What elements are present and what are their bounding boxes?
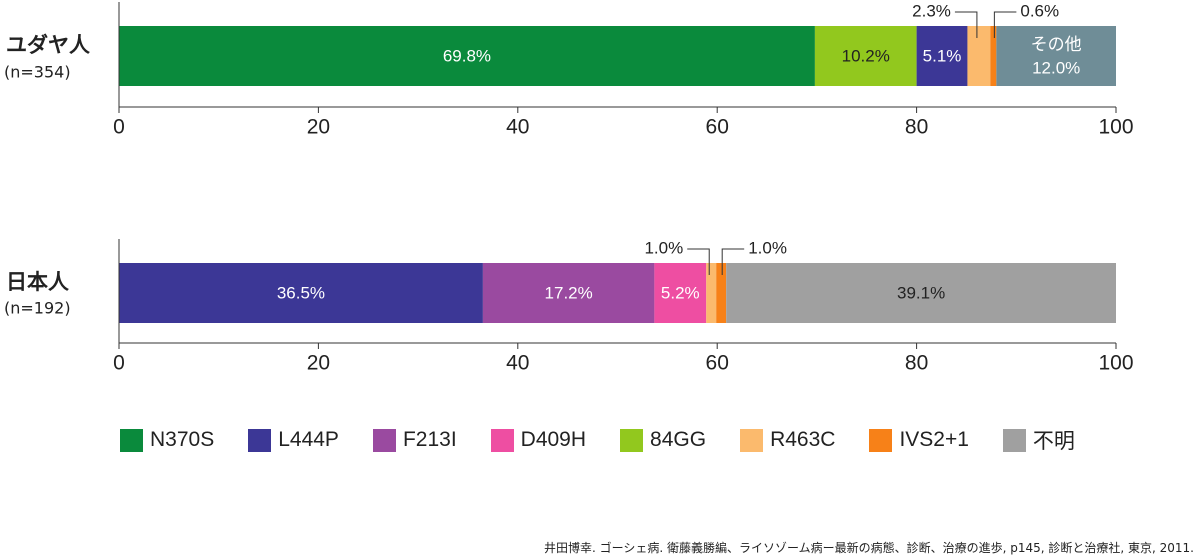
callout-leader xyxy=(687,248,710,275)
segment-label: 12.0% xyxy=(1032,58,1080,77)
x-tick-label: 20 xyxy=(307,116,330,139)
x-tick-label: 60 xyxy=(706,116,729,139)
callout-label: 2.3% xyxy=(912,1,951,20)
legend-item: 84GG xyxy=(620,425,706,455)
legend-label: 84GG xyxy=(650,428,707,451)
segment-label: 36.5% xyxy=(277,283,325,302)
legend-item: IVS2+1 xyxy=(869,425,969,455)
x-tick-label: 60 xyxy=(706,352,729,375)
legend-label: IVS2+1 xyxy=(899,428,969,451)
callout-leader xyxy=(954,11,978,38)
legend-swatch xyxy=(490,428,514,452)
segment-label: 10.2% xyxy=(842,46,890,65)
source-citation: 井田博幸. ゴーシェ病. 衛藤義勝編、ライソゾーム病ー最新の病態、診断、治療の進… xyxy=(543,541,1194,555)
segment-label: 5.2% xyxy=(661,283,700,302)
callout-leader xyxy=(721,248,745,275)
x-tick-label: 20 xyxy=(307,352,330,375)
segment-label: 5.1% xyxy=(923,46,962,65)
bar-segment-その他 xyxy=(996,26,1116,86)
bar-segment-L444P xyxy=(119,263,483,323)
bar-segment-F213I xyxy=(482,263,655,323)
bar-segment-R463C xyxy=(706,263,717,323)
bar-segment-R463C xyxy=(967,26,991,86)
legend-item: F213I xyxy=(372,425,457,455)
bar-segment-84GG xyxy=(814,26,917,86)
legend-item: R463C xyxy=(740,425,835,455)
legend-item: 不明 xyxy=(1002,425,1075,455)
bar-segment-D409H xyxy=(654,263,707,323)
callout-label: 1.0% xyxy=(748,238,787,257)
bar-segment-不明 xyxy=(726,263,1116,323)
callout-label: 0.6% xyxy=(1020,1,1059,20)
legend-swatch xyxy=(1002,428,1026,452)
bar-segment-L444P xyxy=(916,26,968,86)
category-label: 日本人 xyxy=(6,270,69,294)
category-n-label: (n=192) xyxy=(4,299,71,318)
legend-item: D409H xyxy=(490,425,587,455)
x-tick-label: 100 xyxy=(1098,352,1133,375)
segment-label: 69.8% xyxy=(443,46,491,65)
legend-label: 不明 xyxy=(1032,430,1075,453)
legend-label: L444P xyxy=(278,428,339,451)
legend-swatch xyxy=(120,428,143,452)
legend-swatch xyxy=(740,428,764,452)
callout-label: 1.0% xyxy=(644,238,683,257)
bar-segment-IVS2+1 xyxy=(990,26,997,86)
segment-label: 39.1% xyxy=(897,283,945,302)
segment-label-line1: その他 xyxy=(1031,35,1082,55)
category-n-label: (n=354) xyxy=(4,63,71,82)
bar-segment-N370S xyxy=(119,26,815,86)
x-tick-label: 0 xyxy=(113,352,125,375)
x-tick-label: 80 xyxy=(905,116,928,139)
legend-swatch xyxy=(372,428,396,452)
legend-label: N370S xyxy=(150,428,215,451)
x-tick-label: 100 xyxy=(1098,116,1133,139)
legend-swatch xyxy=(248,428,272,452)
legend-item: L444P xyxy=(248,425,339,455)
segment-label: 17.2% xyxy=(545,283,593,302)
legend-item: N370S xyxy=(120,425,214,455)
legend-label: D409H xyxy=(520,428,587,451)
legend-swatch xyxy=(620,428,644,452)
category-label: ユダヤ人 xyxy=(6,33,90,57)
x-tick-label: 40 xyxy=(506,116,529,139)
x-tick-label: 0 xyxy=(113,116,125,139)
chart-legend: N370S L444P F213I D409H 84GG R463C IVS2+1 不明 xyxy=(120,425,1075,455)
bar-segment-IVS2+1 xyxy=(716,263,727,323)
legend-label: F213I xyxy=(402,428,457,451)
legend-label: R463C xyxy=(770,428,836,451)
legend-swatch xyxy=(869,428,893,452)
x-tick-label: 80 xyxy=(905,352,928,375)
callout-leader xyxy=(993,11,1017,38)
x-tick-label: 40 xyxy=(506,352,529,375)
